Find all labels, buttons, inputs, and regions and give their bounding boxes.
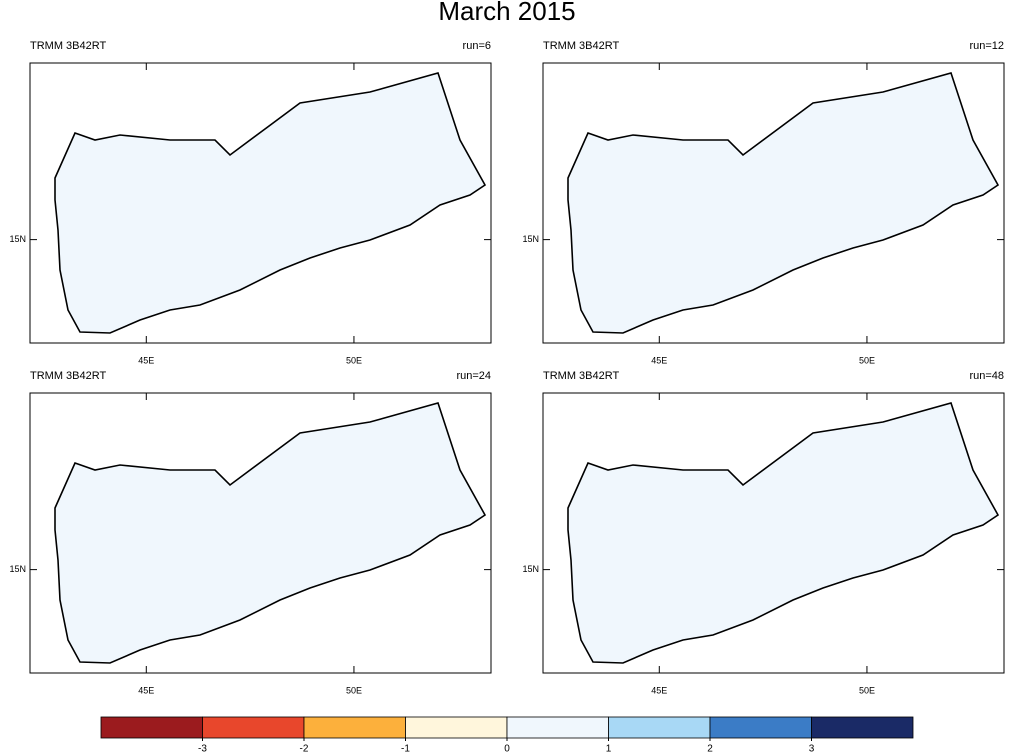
country-outline [54, 72, 486, 334]
colorbar-tick-label: 0 [504, 744, 510, 754]
y-tick-label: 15N [522, 564, 539, 574]
colorbar-box [811, 716, 914, 739]
panel-left-label: TRMM 3B42RT [30, 370, 106, 382]
colorbar-box [709, 716, 812, 739]
colorbar-box [100, 716, 203, 739]
map [567, 72, 999, 334]
map [54, 72, 486, 334]
colorbar-tick-label: 2 [707, 744, 713, 754]
map-frame [29, 62, 492, 344]
panel-left-label: TRMM 3B42RT [30, 40, 106, 52]
country-outline [54, 402, 486, 664]
panel-left-label: TRMM 3B42RT [543, 370, 619, 382]
map-frame [29, 392, 492, 674]
panel-right-label: run=24 [456, 370, 491, 382]
x-tick-label: 50E [346, 355, 362, 365]
colorbar-box [608, 716, 711, 739]
y-tick-label: 15N [9, 564, 26, 574]
colorbar-tick-label: 3 [809, 744, 815, 754]
colorbar-tick-label: 1 [606, 744, 612, 754]
x-tick-label: 45E [651, 685, 667, 695]
x-tick-label: 50E [859, 685, 875, 695]
x-tick-label: 50E [859, 355, 875, 365]
figure-title: March 2015 [438, 0, 575, 26]
x-tick-label: 45E [651, 355, 667, 365]
colorbar-box [202, 716, 305, 739]
country-outline [567, 72, 999, 334]
colorbar-tick-label: -2 [300, 744, 309, 754]
map-frame [542, 62, 1005, 344]
map [567, 402, 999, 664]
colorbar-tick-label: -1 [401, 744, 410, 754]
x-tick-label: 50E [346, 685, 362, 695]
x-tick-label: 45E [138, 685, 154, 695]
x-tick-label: 45E [138, 355, 154, 365]
colorbar-box [405, 716, 508, 739]
colorbar-box [303, 716, 406, 739]
colorbar-box [506, 716, 609, 739]
y-tick-label: 15N [522, 234, 539, 244]
panel-right-label: run=12 [969, 40, 1004, 52]
panel-right-label: run=6 [463, 40, 491, 52]
map-frame [542, 392, 1005, 674]
y-tick-label: 15N [9, 234, 26, 244]
panel-right-label: run=48 [969, 370, 1004, 382]
panel-left-label: TRMM 3B42RT [543, 40, 619, 52]
colorbar-tick-label: -3 [198, 744, 207, 754]
country-outline [567, 402, 999, 664]
map [54, 402, 486, 664]
